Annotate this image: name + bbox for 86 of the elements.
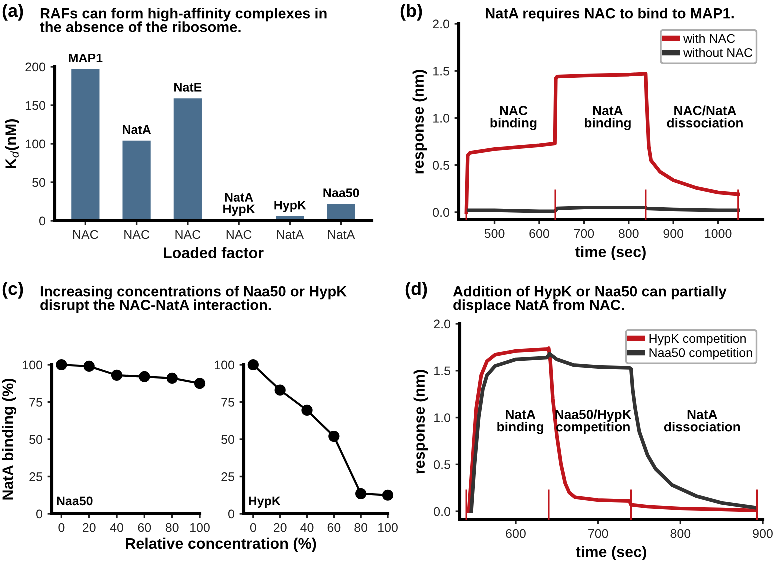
y-tick-label: 50 xyxy=(32,178,46,188)
y-tick-label: 0 xyxy=(36,510,42,519)
y-tick-label: 1.0 xyxy=(434,414,450,422)
chart-title: RAFs can form high-affinity complexes in the absence of the ribosome. xyxy=(40,8,327,32)
x-tick-label: 80 xyxy=(354,523,368,532)
y-tick-label: 100 xyxy=(23,360,42,370)
x-tick-label: NatA xyxy=(328,230,356,240)
annotation: NAC binding xyxy=(490,106,537,130)
y-tick-label: 2.0 xyxy=(433,20,450,29)
text: Naa50 xyxy=(57,496,93,506)
annotation: NatA binding xyxy=(585,106,631,130)
y-tick-label: 1.0 xyxy=(434,114,450,123)
chart-title: Addition of HypK or Naa50 can partially displace NatA from NAC. xyxy=(453,286,727,314)
annotation: NatA binding xyxy=(498,410,544,434)
y-tick-label: 0.5 xyxy=(433,161,450,170)
y-tick-label: 50 xyxy=(30,435,42,444)
x-tick-label: 700 xyxy=(588,529,608,538)
data-label: NatA HypK xyxy=(224,193,256,216)
x-tick-label: 60 xyxy=(138,523,152,532)
x-tick-label: NAC xyxy=(226,230,252,240)
x-tick-label: 0 xyxy=(58,523,65,532)
x-tick-label: 80 xyxy=(166,523,179,532)
data-label: HypK xyxy=(274,201,306,212)
x-tick-label: 100 xyxy=(190,523,210,532)
x-tick-label: 60 xyxy=(328,523,341,532)
y-tick-label: 0.0 xyxy=(434,507,450,516)
chart-title: Increasing concentrations of Naa50 or HypK disrupt the NAC-NatA interaction. xyxy=(40,286,348,314)
text: (a) xyxy=(2,4,24,21)
y-axis-title: response (nm) xyxy=(412,70,428,174)
x-axis-title: Relative concentration (%) xyxy=(126,538,316,552)
y-axis-title: K$_{d}$(nM) xyxy=(5,120,20,168)
chart-title: NatA requires NAC to bind to MAP1. xyxy=(486,8,734,22)
y-tick-label: 150 xyxy=(26,101,46,110)
x-tick-label: NatA xyxy=(277,230,304,240)
x-tick-label: NAC xyxy=(124,230,150,240)
x-tick-label: 700 xyxy=(574,229,594,238)
y-axis-title: NatA binding (%) xyxy=(2,379,17,500)
y-tick-label: 0.5 xyxy=(434,460,450,470)
legend-label: HypK competition xyxy=(650,334,746,346)
x-tick-label: 800 xyxy=(670,529,691,538)
text: HypK xyxy=(249,496,281,508)
data-label: NatA xyxy=(123,126,152,134)
x-tick-label: 1000 xyxy=(705,229,732,238)
text: (c) xyxy=(2,282,24,299)
y-tick-label: 1.5 xyxy=(434,366,450,376)
x-tick-label: NAC xyxy=(176,230,201,240)
x-tick-label: 100 xyxy=(378,523,398,532)
y-tick-label: 0 xyxy=(228,510,234,519)
x-tick-label: 40 xyxy=(300,523,314,532)
y-tick-label: 2.0 xyxy=(434,320,450,329)
y-tick-label: 0.0 xyxy=(433,208,450,218)
y-tick-label: 50 xyxy=(222,435,234,444)
annotation: NatA dissociation xyxy=(664,410,740,432)
x-tick-label: 800 xyxy=(619,229,639,238)
text: (d) xyxy=(406,282,428,299)
x-tick-label: 600 xyxy=(506,529,526,538)
x-tick-label: 20 xyxy=(83,523,96,532)
x-tick-label: 900 xyxy=(753,529,773,538)
y-tick-label: 25 xyxy=(30,472,42,482)
y-tick-label: 25 xyxy=(222,472,234,482)
y-tick-label: 0 xyxy=(40,216,46,226)
x-tick-label: NAC xyxy=(74,230,98,240)
x-tick-label: 0 xyxy=(250,523,256,532)
y-tick-label: 75 xyxy=(30,398,42,407)
y-axis-title: response (nm) xyxy=(414,370,428,474)
y-tick-label: 200 xyxy=(26,62,46,72)
data-label: NatE xyxy=(174,83,202,92)
y-tick-label: 100 xyxy=(26,140,46,149)
legend-label: without NAC xyxy=(684,48,753,58)
y-tick-label: 100 xyxy=(215,360,234,370)
x-tick-label: 600 xyxy=(530,229,550,238)
annotation: NAC/NatA dissociation xyxy=(667,106,743,128)
x-tick-label: 500 xyxy=(484,229,505,238)
x-tick-label: 40 xyxy=(110,523,124,532)
legend-label: with NAC xyxy=(684,34,736,44)
y-tick-label: 75 xyxy=(222,398,234,407)
y-tick-label: 1.5 xyxy=(434,67,450,76)
data-label: Naa50 xyxy=(324,188,360,198)
x-axis-title: time (sec) xyxy=(576,246,646,260)
x-tick-label: 20 xyxy=(274,523,287,532)
x-tick-label: 900 xyxy=(664,229,684,238)
data-label: MAP1 xyxy=(69,54,103,63)
legend-label: Naa50 competition xyxy=(650,348,752,360)
x-axis-title: time (sec) xyxy=(576,546,646,560)
text: (b) xyxy=(400,4,422,21)
x-axis-title: Loaded factor xyxy=(164,247,264,258)
